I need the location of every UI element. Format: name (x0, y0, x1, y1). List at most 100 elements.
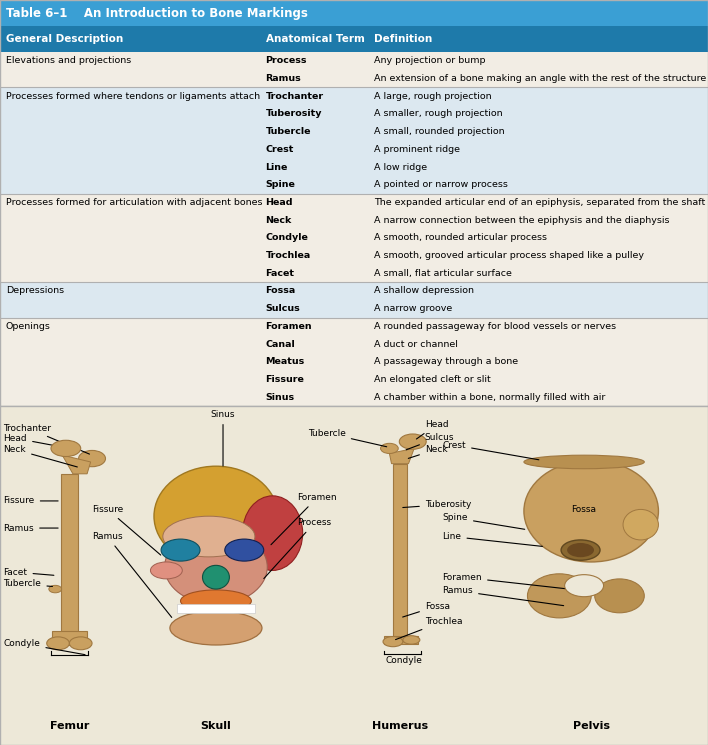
Text: Trochlea: Trochlea (396, 617, 462, 640)
Text: A smooth, grooved articular process shaped like a pulley: A smooth, grooved articular process shap… (374, 251, 644, 260)
Text: Sinus: Sinus (266, 393, 295, 402)
Text: Head: Head (266, 198, 293, 207)
Bar (0, 370, 708, 388)
Text: Any projection or bump: Any projection or bump (374, 57, 485, 66)
Text: Ramus: Ramus (442, 586, 564, 606)
Ellipse shape (565, 574, 603, 597)
Text: Elevations and projections: Elevations and projections (6, 57, 131, 66)
Text: Condyle: Condyle (385, 656, 422, 665)
Text: Ramus: Ramus (4, 524, 58, 533)
Text: Table 6–1    An Introduction to Bone Markings: Table 6–1 An Introduction to Bone Markin… (6, 7, 307, 20)
Bar (0, 353, 708, 370)
Ellipse shape (47, 637, 69, 650)
Text: Neck: Neck (266, 215, 292, 225)
Text: Foramen: Foramen (442, 573, 581, 591)
Text: Ramus: Ramus (92, 532, 172, 618)
Bar (393, 463, 407, 636)
Text: Foramen: Foramen (266, 322, 312, 331)
Text: Openings: Openings (6, 322, 50, 331)
Bar (0, 70, 708, 87)
Text: Trochanter: Trochanter (4, 424, 89, 454)
Polygon shape (389, 448, 414, 463)
Text: Fossa: Fossa (571, 505, 597, 514)
Text: Fissure: Fissure (92, 505, 161, 555)
Text: A smaller, rough projection: A smaller, rough projection (374, 110, 503, 118)
Text: Sinus: Sinus (211, 410, 235, 466)
Bar (0, 299, 708, 317)
Text: Condyle: Condyle (266, 233, 309, 242)
Text: Femur: Femur (50, 721, 89, 732)
Ellipse shape (51, 440, 81, 457)
Bar (0, 388, 708, 406)
Text: Trochanter: Trochanter (266, 92, 324, 101)
Text: A low ridge: A low ridge (374, 162, 427, 171)
Text: Tubercle: Tubercle (308, 428, 387, 447)
Text: The expanded articular end of an epiphysis, separated from the shaft by a neck: The expanded articular end of an epiphys… (374, 198, 708, 207)
Bar (0, 87, 708, 105)
Ellipse shape (163, 516, 255, 557)
Text: A small, flat articular surface: A small, flat articular surface (374, 269, 512, 278)
Bar (0, 52, 708, 70)
Ellipse shape (69, 637, 92, 650)
Polygon shape (62, 455, 91, 474)
Bar (177, 604, 255, 613)
Ellipse shape (399, 434, 426, 449)
Text: Tubercle: Tubercle (4, 580, 52, 589)
Bar (0, 158, 708, 176)
Bar (0, 105, 708, 123)
Ellipse shape (403, 635, 420, 644)
Text: Meatus: Meatus (266, 358, 304, 367)
Bar (0, 0, 708, 26)
Bar (0, 123, 708, 141)
Text: A chamber within a bone, normally filled with air: A chamber within a bone, normally filled… (374, 393, 605, 402)
Text: Processes formed for articulation with adjacent bones: Processes formed for articulation with a… (6, 198, 262, 207)
Text: Neck: Neck (4, 445, 77, 467)
Text: An elongated cleft or slit: An elongated cleft or slit (374, 375, 491, 384)
Ellipse shape (225, 539, 263, 561)
Bar (0, 229, 708, 247)
Text: Crest: Crest (266, 145, 294, 153)
Text: Foramen: Foramen (271, 493, 337, 545)
Text: Head: Head (416, 420, 448, 439)
Bar (0, 141, 708, 158)
Text: Line: Line (266, 162, 288, 171)
Ellipse shape (202, 565, 229, 589)
Text: A large, rough projection: A large, rough projection (374, 92, 491, 101)
Ellipse shape (567, 543, 594, 557)
Text: Skull: Skull (200, 721, 232, 732)
Ellipse shape (242, 496, 302, 571)
Text: A duct or channel: A duct or channel (374, 340, 457, 349)
Bar (384, 635, 418, 644)
Ellipse shape (49, 586, 62, 593)
Bar (0, 194, 708, 212)
Text: Fossa: Fossa (266, 287, 296, 296)
Ellipse shape (154, 466, 278, 566)
Text: Spine: Spine (442, 513, 525, 529)
Text: Anatomical Term: Anatomical Term (266, 34, 365, 45)
Text: A rounded passageway for blood vessels or nerves: A rounded passageway for blood vessels o… (374, 322, 616, 331)
Bar (0, 317, 708, 335)
Text: An extension of a bone making an angle with the rest of the structure: An extension of a bone making an angle w… (374, 74, 706, 83)
Text: Ramus: Ramus (266, 74, 301, 83)
Text: Fissure: Fissure (266, 375, 304, 384)
Text: A passageway through a bone: A passageway through a bone (374, 358, 518, 367)
Text: Humerus: Humerus (372, 721, 428, 732)
Ellipse shape (623, 510, 658, 540)
Text: Processes formed where tendons or ligaments attach: Processes formed where tendons or ligame… (6, 92, 260, 101)
Ellipse shape (524, 460, 658, 562)
Text: General Description: General Description (6, 34, 123, 45)
Text: Definition: Definition (374, 34, 432, 45)
Text: A smooth, rounded articular process: A smooth, rounded articular process (374, 233, 547, 242)
Text: Fissure: Fissure (4, 496, 58, 505)
Text: Sulcus: Sulcus (266, 304, 300, 313)
Ellipse shape (161, 539, 200, 561)
Text: Tuberosity: Tuberosity (266, 110, 322, 118)
Ellipse shape (381, 443, 398, 454)
Ellipse shape (79, 451, 105, 466)
Ellipse shape (527, 574, 591, 618)
Bar (0, 335, 708, 353)
Text: Process: Process (266, 57, 307, 66)
Bar (0, 176, 708, 194)
Text: Process: Process (264, 519, 331, 579)
Text: Spine: Spine (266, 180, 295, 189)
